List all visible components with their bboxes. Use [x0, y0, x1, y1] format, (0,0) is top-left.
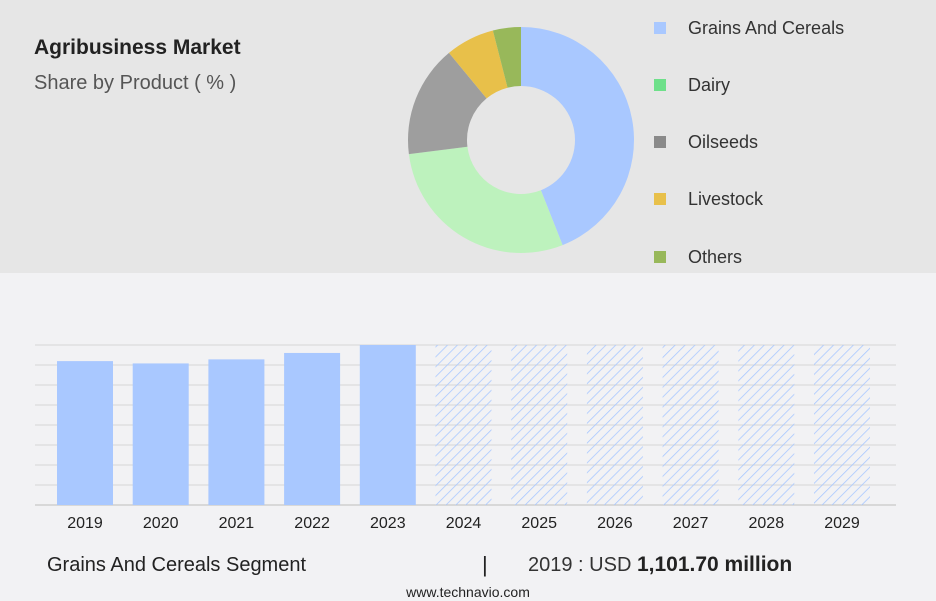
footer-separator: | — [482, 552, 488, 577]
tick-label-2023: 2023 — [370, 515, 406, 532]
bar-tick-labels: 2019 2020 2021 2022 2023 2024 2025 2026 2027 2028… — [67, 515, 860, 532]
legend-swatch — [654, 251, 666, 263]
footer-segment-label: Grains And Cereals Segment — [47, 554, 307, 576]
legend-item-grains-and-cereals: Grains And Cereals — [654, 17, 844, 39]
forecast-bar-2029 — [814, 345, 870, 505]
footer-value: 2019 : USD 1,101.70 million — [528, 553, 792, 577]
donut-slice-oilseeds — [408, 52, 487, 155]
tick-label-2019: 2019 — [67, 515, 103, 532]
tick-label-2022: 2022 — [294, 515, 330, 532]
tick-label-2025: 2025 — [521, 515, 557, 532]
legend-label: Dairy — [688, 74, 731, 95]
forecast-bar-2024 — [435, 345, 492, 505]
bar-2023 — [359, 345, 416, 505]
legend-swatch — [654, 136, 666, 148]
chart-title: Agribusiness Market — [34, 36, 241, 59]
bar-2021 — [208, 359, 265, 505]
forecast-bar-2028 — [738, 345, 795, 505]
website-link[interactable]: www.technavio.com — [406, 584, 530, 600]
donut-slice-grains-and-cereals — [521, 27, 634, 246]
legend-swatch — [654, 193, 666, 205]
donut-slice-livestock — [448, 30, 508, 99]
legend-label: Livestock — [688, 188, 764, 209]
legend-label: Grains And Cereals — [688, 17, 845, 38]
forecast-bar-2027 — [662, 345, 719, 505]
legend-swatch — [654, 79, 666, 91]
donut-chart — [408, 27, 634, 254]
legend-label: Others — [688, 246, 743, 267]
legend-label: Oilseeds — [688, 131, 759, 152]
bar-chart: 2019 2020 2021 2022 2023 2024 2025 2026 2027 2028… — [35, 344, 896, 532]
legend-swatch — [654, 22, 666, 34]
legend-item-dairy: Dairy — [654, 74, 730, 96]
tick-label-2026: 2026 — [597, 515, 633, 532]
bar-2022 — [284, 352, 341, 505]
donut-slice-dairy — [408, 146, 563, 254]
bar-2020 — [132, 363, 189, 505]
tick-label-2021: 2021 — [219, 515, 255, 532]
forecast-bar-2025 — [511, 345, 568, 505]
tick-label-2024: 2024 — [446, 515, 482, 532]
footer-value-prefix: 2019 : USD — [528, 554, 632, 576]
forecast-bar-2026 — [586, 345, 643, 505]
donut-slice-others — [492, 27, 521, 88]
legend-item-others: Others — [654, 246, 742, 268]
chart-subtitle: Share by Product ( % ) — [34, 72, 237, 94]
tick-label-2020: 2020 — [143, 515, 179, 532]
legend-item-livestock: Livestock — [654, 188, 763, 210]
tick-label-2029: 2029 — [824, 515, 860, 532]
bar-2019 — [57, 361, 113, 505]
footer-value-amount: 1,101.70 million — [636, 553, 793, 576]
tick-label-2027: 2027 — [673, 515, 709, 532]
tick-label-2028: 2028 — [749, 515, 785, 532]
legend-item-oilseeds: Oilseeds — [654, 131, 758, 153]
bar-marks — [57, 345, 870, 505]
